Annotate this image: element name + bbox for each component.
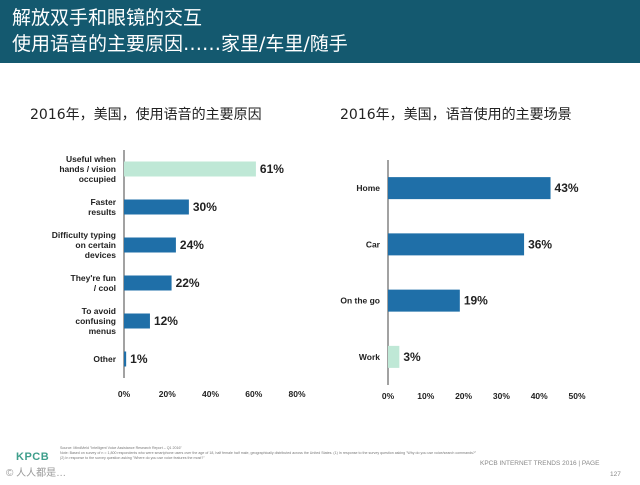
reasons-tick-label: 60% (245, 389, 262, 399)
scenarios-tick-label: 10% (417, 391, 434, 401)
scenarios-bar (388, 289, 460, 312)
reasons-bar (124, 237, 176, 253)
scenarios-tick-label: 30% (493, 391, 510, 401)
reasons-tick-label: 80% (288, 389, 305, 399)
scenarios-bar (388, 177, 551, 200)
reasons-bar (124, 351, 127, 367)
reasons-category-label: Difficulty typing (52, 230, 116, 240)
reasons-category-label: devices (85, 250, 116, 260)
reasons-category-label: To avoid (82, 306, 116, 316)
scenarios-category-label: Home (356, 183, 380, 193)
reasons-category-label: / cool (94, 283, 116, 293)
page-number: 127 (610, 471, 621, 478)
footer-source: Source: MindMeld "Intelligent Voice Assi… (60, 446, 480, 461)
scenarios-value-label: 36% (528, 237, 552, 251)
reasons-category-label: Useful when (66, 154, 116, 164)
reasons-category-label: Other (93, 354, 116, 364)
note-line: Note: Based on survey of n = 1,800 respo… (60, 451, 477, 460)
reasons-tick-label: 20% (159, 389, 176, 399)
source-line: Source: MindMeld "Intelligent Voice Assi… (60, 446, 182, 450)
scenarios-bar (388, 345, 400, 368)
chart-1-title: 2016年，美国，使用语音的主要原因 (30, 107, 262, 123)
scenarios-tick-label: 40% (531, 391, 548, 401)
reasons-category-label: Faster (90, 197, 116, 207)
reasons-category-label: hands / vision (59, 164, 116, 174)
reasons-category-label: occupied (79, 174, 116, 184)
scenarios-category-label: Car (366, 239, 381, 249)
chart-2-title: 2016年，美国，语音使用的主要场景 (340, 107, 572, 123)
page-title: 解放双手和眼镜的交互 (12, 7, 203, 29)
reasons-category-label: They're fun (71, 273, 116, 283)
trend-label: KPCB INTERNET TRENDS 2016 | PAGE (480, 460, 600, 467)
reasons-bar (124, 313, 150, 329)
watermark: © 人人都是… (6, 468, 67, 479)
scenarios-tick-label: 0% (382, 391, 395, 401)
reasons-tick-label: 40% (202, 389, 219, 399)
reasons-value-label: 12% (154, 314, 178, 328)
reasons-category-label: on certain (75, 240, 116, 250)
scenarios-value-label: 3% (403, 350, 421, 364)
reasons-value-label: 61% (260, 162, 284, 176)
scenarios-category-label: On the go (340, 296, 380, 306)
scenarios-value-label: 43% (555, 181, 579, 195)
reasons-bar (124, 275, 172, 291)
reasons-value-label: 1% (130, 352, 148, 366)
reasons-value-label: 24% (180, 238, 204, 252)
scenarios-tick-label: 20% (455, 391, 472, 401)
reasons-bar (124, 161, 256, 177)
reasons-tick-label: 0% (118, 389, 131, 399)
reasons-category-label: confusing (75, 316, 116, 326)
reasons-bar (124, 199, 189, 215)
header-banner: 解放双手和眼镜的交互 使用语音的主要原因……家里/车里/随手 (0, 0, 640, 63)
scenarios-bar (388, 233, 525, 256)
reasons-category-label: menus (89, 326, 117, 336)
reasons-value-label: 22% (176, 276, 200, 290)
scenarios-value-label: 19% (464, 294, 488, 308)
page-subtitle: 使用语音的主要原因……家里/车里/随手 (12, 33, 348, 55)
reasons-value-label: 30% (193, 200, 217, 214)
brand-logo: KPCB (16, 451, 50, 463)
scenarios-tick-label: 50% (568, 391, 585, 401)
scenarios-category-label: Work (359, 352, 380, 362)
reasons-category-label: results (88, 207, 116, 217)
